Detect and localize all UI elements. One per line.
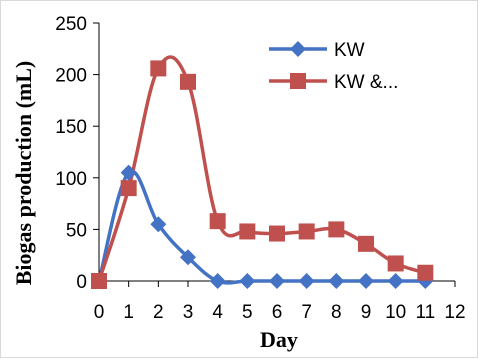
series-2-point [120,180,137,197]
y-tick-label: 200 [55,66,87,87]
series-2-point [387,255,404,272]
series-2-point [328,221,345,238]
x-tick-label: 1 [123,302,134,323]
series-1-point [298,273,315,289]
series-1-point [328,273,345,289]
legend: KW KW &... [269,40,398,93]
legend-label-1: KW [334,40,365,61]
series-1-point [180,249,196,266]
series-1-point [387,273,404,289]
legend-label-2: KW &... [334,72,398,93]
series-2-point [298,223,315,240]
series-1-point [269,273,285,289]
series-2-point [239,223,256,240]
y-tick-label: 50 [66,220,87,241]
y-tick-label: 250 [55,14,87,35]
x-tick-label: 5 [242,302,253,323]
series-1-point [358,273,374,289]
series-1-point [209,273,226,289]
x-tick-label: 11 [415,302,435,323]
series-line-1 [97,169,426,285]
x-tick-label: 0 [94,302,105,323]
x-tick-label: 3 [183,302,194,323]
x-tick-label: 9 [361,302,372,323]
x-tick-label: 7 [301,302,312,323]
series-2-point [91,273,107,289]
x-tick-label: 6 [272,302,283,323]
x-axis-title: Day [260,327,298,352]
x-tick-label: 4 [212,302,223,323]
y-tick-label: 100 [55,169,87,190]
x-tick-label: 10 [385,302,406,323]
x-ticks: 0 1 2 3 4 5 6 7 8 9 10 11 12 [94,281,466,323]
series-2-point [417,264,434,281]
x-tick-label: 2 [153,302,164,323]
series-2-point [269,225,285,242]
y-tick-label: 150 [55,117,87,138]
x-tick-label: 8 [331,302,342,323]
series-1-point [120,164,137,181]
y-tick-label: 0 [76,272,87,293]
legend-marker-1 [290,41,306,57]
y-axis-title: Biogas production (mL) [11,61,36,286]
series-markers [91,60,434,289]
series-2-point [209,213,226,230]
series-2-point [358,235,374,252]
y-ticks: 0 50 100 150 200 250 [55,14,99,293]
x-tick-label: 12 [444,302,465,323]
series-2-point [180,73,196,90]
series-2-point [150,60,167,77]
series-1-point [239,273,256,289]
legend-marker-2 [290,73,306,89]
series-1-point [150,216,167,233]
